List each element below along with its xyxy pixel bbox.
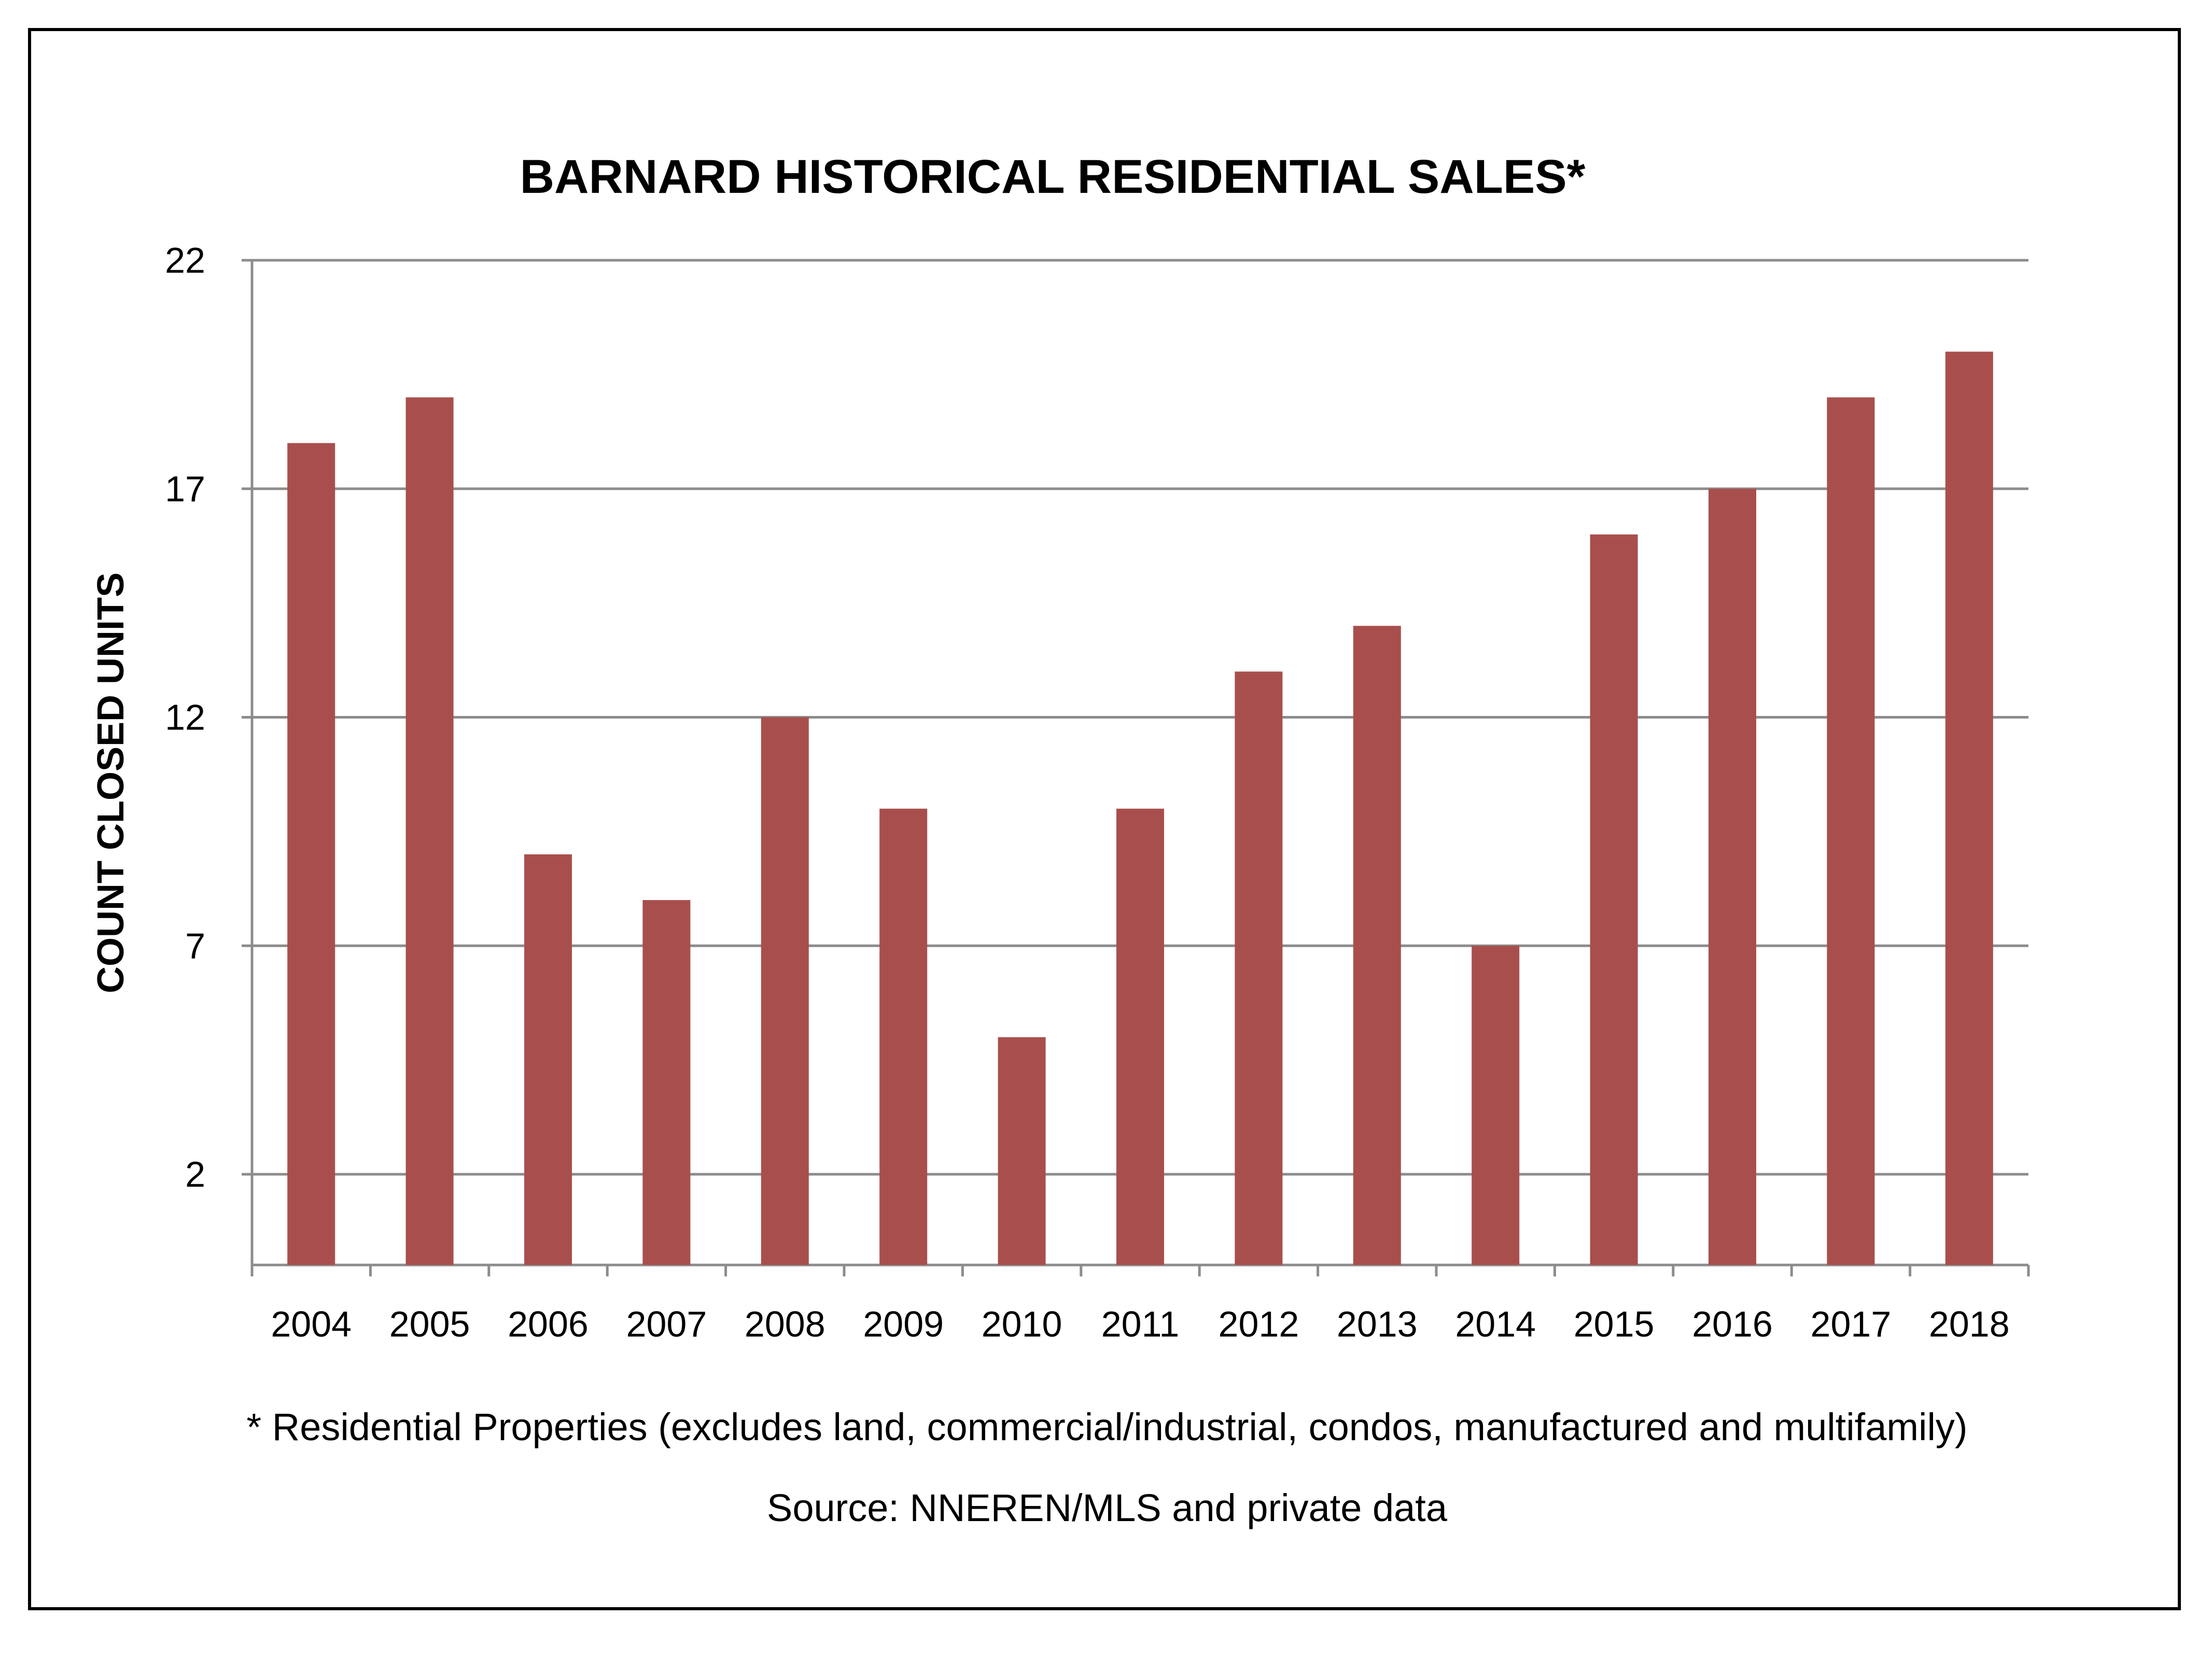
footnote: * Residential Properties (excludes land,…: [246, 1405, 1967, 1449]
y-tick-label: 7: [185, 925, 205, 966]
x-tick-label: 2017: [1811, 1304, 1892, 1344]
bar: [642, 900, 691, 1265]
y-tick-label: 22: [165, 240, 205, 280]
x-tick-label: 2009: [863, 1304, 944, 1344]
bar: [1235, 671, 1283, 1265]
x-tick-label: 2006: [508, 1304, 589, 1344]
x-tick-label: 2004: [271, 1304, 352, 1344]
x-tick-label: 2011: [1101, 1304, 1180, 1344]
bars: [287, 352, 1993, 1266]
bar: [524, 854, 572, 1265]
x-tick-label: 2010: [982, 1304, 1062, 1344]
chart-frame: [28, 28, 2181, 1610]
x-tick-label: 2005: [389, 1304, 470, 1344]
x-tick-label: 2014: [1455, 1304, 1536, 1344]
bar: [1709, 488, 1756, 1265]
x-tick-labels: 2004 2005 2006 2007 2008 2009 2010 2011 2012 2013…: [271, 1304, 2009, 1344]
source-note: Source: NNEREN/MLS and private data: [767, 1486, 1448, 1529]
y-tick-label: 12: [165, 697, 205, 738]
bar: [1590, 534, 1638, 1265]
bar: [1945, 352, 1993, 1265]
x-tick-label: 2015: [1574, 1304, 1655, 1344]
bar: [1472, 946, 1520, 1265]
y-tick-label: 2: [185, 1154, 205, 1194]
y-tick-labels: 2 7 12 17 22: [165, 240, 205, 1194]
y-axis-label: COUNT CLOSED UNITS: [90, 572, 132, 993]
bar: [1827, 397, 1875, 1266]
bar: [761, 717, 809, 1265]
x-tick-label: 2007: [626, 1304, 707, 1344]
x-tick-label: 2016: [1692, 1304, 1773, 1344]
chart-title: BARNARD HISTORICAL RESIDENTIAL SALES*: [520, 150, 1586, 203]
bar: [1353, 626, 1401, 1265]
bar: [287, 443, 335, 1265]
bar: [1116, 808, 1164, 1265]
bar: [405, 397, 454, 1266]
y-tick-label: 17: [165, 469, 205, 509]
bar: [998, 1037, 1046, 1265]
x-tick-label: 2008: [745, 1304, 825, 1344]
x-tick-label: 2012: [1219, 1304, 1299, 1344]
bar: [879, 808, 928, 1265]
x-tick-label: 2018: [1929, 1304, 2010, 1344]
x-tick-label: 2013: [1337, 1304, 1418, 1344]
